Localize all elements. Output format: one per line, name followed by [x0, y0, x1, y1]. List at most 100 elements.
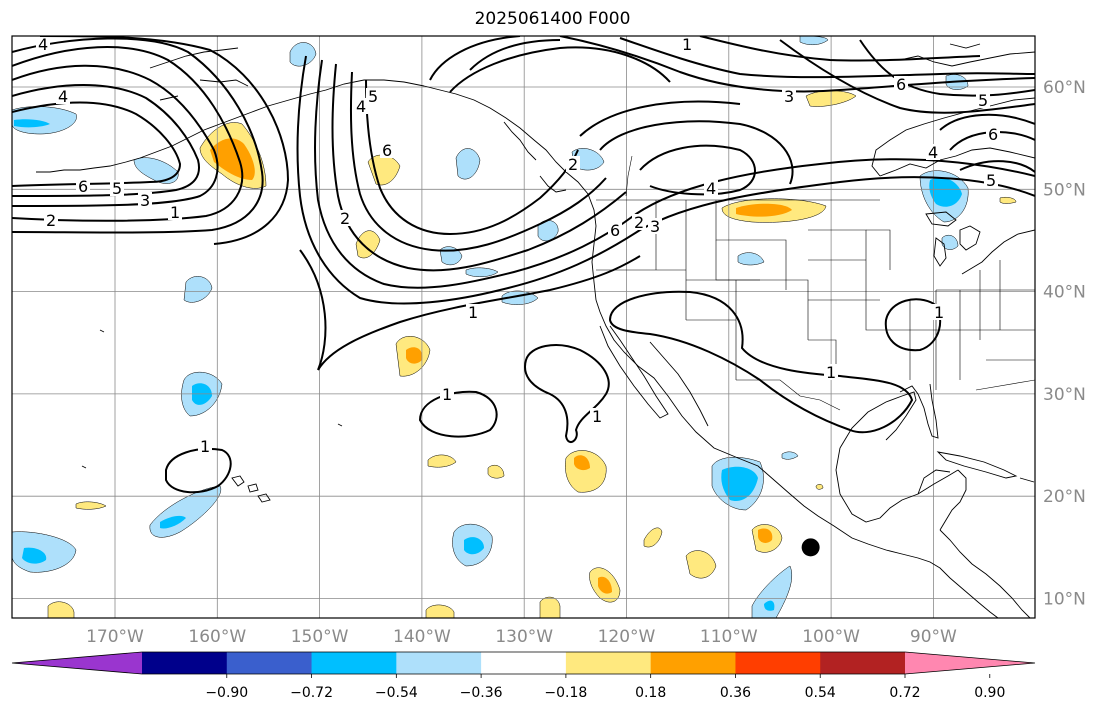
positive-anomaly-patch: [199, 122, 267, 189]
negative-anomaly-patch: [183, 276, 213, 303]
negative-anomaly-patch: [737, 252, 765, 266]
longitude-label: 150°W: [291, 627, 349, 647]
colorbar-tick-label: −0.18: [544, 685, 587, 701]
contour-label: 2: [340, 209, 350, 228]
contour-label: 6: [382, 141, 392, 160]
longitude-label: 90°W: [910, 627, 957, 647]
contour-label: 6: [988, 125, 998, 144]
positive-anomaly-patch: [721, 198, 827, 223]
longitude-label: 100°W: [802, 627, 860, 647]
colorbar-tick-label: 0.90: [974, 685, 1005, 701]
positive-anomaly-patch: [355, 230, 381, 259]
contour-lines: [12, 36, 1035, 494]
colorbar-segment: [481, 652, 567, 674]
contour-label: 6: [78, 177, 88, 196]
contour-label: 1: [468, 303, 478, 322]
longitude-label: 140°W: [393, 627, 451, 647]
contour-label: 5: [986, 171, 996, 190]
state-borders: [596, 155, 1035, 411]
contour-label: 1: [682, 35, 692, 54]
contour-label: 5: [368, 87, 378, 106]
colorbar-segment: [396, 652, 482, 674]
latitude-label: 60°N: [1043, 78, 1086, 98]
map-title: 2025061400 F000: [474, 9, 631, 29]
longitude-label: 170°W: [86, 627, 144, 647]
map-frame: [11, 35, 1036, 619]
coastlines: [36, 43, 1035, 618]
contour-label: 3: [650, 217, 660, 236]
longitude-labels: 170°W 160°W 150°W 140°W 130°W 120°W 110°W 100°W…: [86, 627, 957, 647]
colorbar-extend-high: [905, 652, 1035, 674]
colorbar-tick-label: 0.72: [889, 685, 920, 701]
contour-label: 3: [140, 191, 150, 210]
graticule: [12, 36, 1035, 618]
colorbar-extend-low: [12, 652, 142, 674]
negative-anomaly-patch: [149, 485, 222, 538]
longitude-label: 110°W: [700, 627, 758, 647]
contour-label: 3: [784, 87, 794, 106]
latitude-label: 30°N: [1043, 385, 1086, 405]
anomaly-patches: [12, 36, 1017, 618]
positive-anomaly-patch: [589, 567, 621, 603]
negative-anomaly-patch: [12, 106, 77, 135]
negative-anomaly-patch: [455, 148, 481, 180]
contour-label: 5: [978, 91, 988, 110]
positive-anomaly-patch: [643, 527, 663, 548]
colorbar-outline: [11, 651, 1036, 675]
positive-anomaly-patch: [47, 601, 75, 618]
negative-anomaly-patch: [711, 457, 764, 511]
contour-label: 4: [38, 35, 48, 54]
negative-anomaly-patch: [919, 170, 969, 223]
colorbar-segment: [650, 652, 736, 674]
contour-label: 1: [170, 203, 180, 222]
negative-anomaly-patch: [133, 157, 179, 184]
contour-label: 6: [610, 221, 620, 240]
colorbar-segment: [735, 652, 821, 674]
positive-anomaly-patch: [75, 501, 107, 510]
colorbar-tick-label: 0.18: [635, 685, 666, 701]
negative-anomaly-patch: [465, 267, 499, 277]
colorbar-tick-label: −0.90: [205, 685, 248, 701]
contour-label: 4: [58, 87, 68, 106]
latitude-label: 10°N: [1043, 590, 1086, 610]
contour-labels: 4 4 6 5 3 1 2 2 4 5 6 1 1 1 1 2 6 2 3 1: [36, 35, 1000, 456]
negative-anomaly-patch: [751, 565, 792, 618]
colorbar: −0.90 −0.72 −0.54 −0.36 −0.18 0.18 0.36 0.54 0.7…: [11, 651, 1036, 701]
positive-anomaly-patch: [685, 550, 717, 579]
positive-anomaly-patch: [425, 604, 455, 618]
contour-label: 2: [568, 155, 578, 174]
contour-label: 1: [934, 303, 944, 322]
colorbar-tick-label: −0.72: [290, 685, 333, 701]
contour-label: 2: [46, 211, 56, 230]
contour-label: 1: [592, 407, 602, 426]
contour-label: 2: [634, 213, 644, 232]
colorbar-tick-label: 0.54: [805, 685, 836, 701]
negative-anomaly-patch: [12, 531, 77, 573]
contour-label: 1: [826, 363, 836, 382]
latitude-label: 20°N: [1043, 487, 1086, 507]
latitude-label: 50°N: [1043, 180, 1086, 200]
storm-position-marker: [801, 538, 820, 557]
contour-label: 4: [356, 97, 366, 116]
positive-anomaly-patch: [815, 484, 824, 490]
colorbar-segment: [226, 652, 313, 674]
longitude-label: 130°W: [495, 627, 553, 647]
latitude-label: 40°N: [1043, 283, 1086, 303]
contour-label: 1: [200, 437, 210, 456]
negative-anomaly-patch: [781, 451, 799, 460]
positive-anomaly-patch: [427, 454, 457, 468]
contour-label: 4: [706, 179, 716, 198]
colorbar-segment: [142, 652, 228, 674]
colorbar-tick-label: 0.36: [720, 685, 751, 701]
positive-anomaly-patch: [487, 465, 505, 479]
positive-anomaly-patch: [539, 596, 561, 618]
colorbar-segment: [311, 652, 397, 674]
colorbar-segment: [565, 652, 652, 674]
latitude-labels: 60°N 50°N 40°N 30°N 20°N 10°N: [1043, 78, 1086, 610]
contour-label: 4: [928, 143, 938, 162]
longitude-label: 120°W: [598, 627, 656, 647]
negative-anomaly-patch: [452, 524, 493, 567]
contour-label: 1: [442, 385, 452, 404]
